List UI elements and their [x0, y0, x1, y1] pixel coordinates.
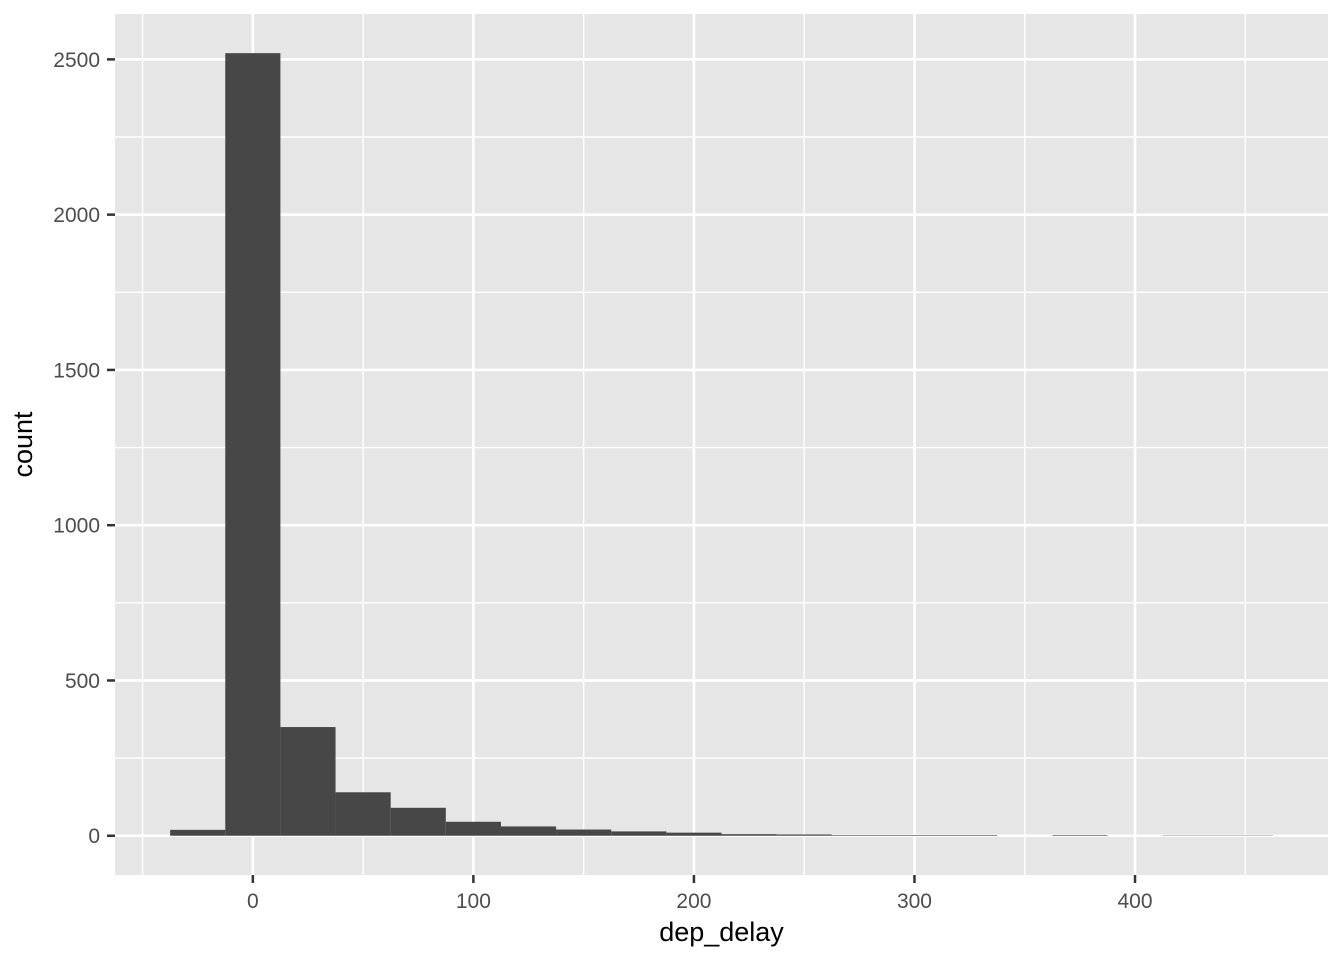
histogram-bar — [170, 829, 226, 836]
histogram-bar — [611, 831, 667, 836]
y-axis-title: count — [8, 411, 38, 478]
y-tick-label: 2500 — [53, 49, 100, 72]
histogram-bar — [445, 821, 501, 836]
y-tick-label: 500 — [65, 670, 100, 693]
y-tick-label: 0 — [88, 825, 100, 848]
histogram-bar — [776, 834, 832, 836]
x-axis-title: dep_delay — [659, 917, 784, 947]
histogram-bar — [1052, 835, 1108, 836]
y-tick-label: 1000 — [53, 515, 100, 538]
histogram-bar — [335, 792, 391, 836]
x-tick-label: 100 — [456, 890, 491, 913]
histogram-bar — [886, 835, 943, 836]
histogram-bar — [831, 835, 887, 836]
x-tick-label: 0 — [247, 890, 259, 913]
x-tick-label: 200 — [676, 890, 711, 913]
x-tick-label: 400 — [1117, 890, 1152, 913]
histogram-bar — [500, 826, 557, 836]
x-tick-label: 300 — [897, 890, 932, 913]
y-tick-label: 2000 — [53, 204, 100, 227]
histogram-bar — [556, 829, 612, 836]
histogram-bar — [280, 727, 336, 836]
histogram-bar — [390, 807, 446, 836]
y-tick-label: 1500 — [53, 359, 100, 382]
histogram-bar — [666, 832, 722, 836]
histogram-bar — [942, 835, 998, 836]
histogram-bar — [721, 834, 777, 836]
histogram-bar — [225, 53, 281, 836]
